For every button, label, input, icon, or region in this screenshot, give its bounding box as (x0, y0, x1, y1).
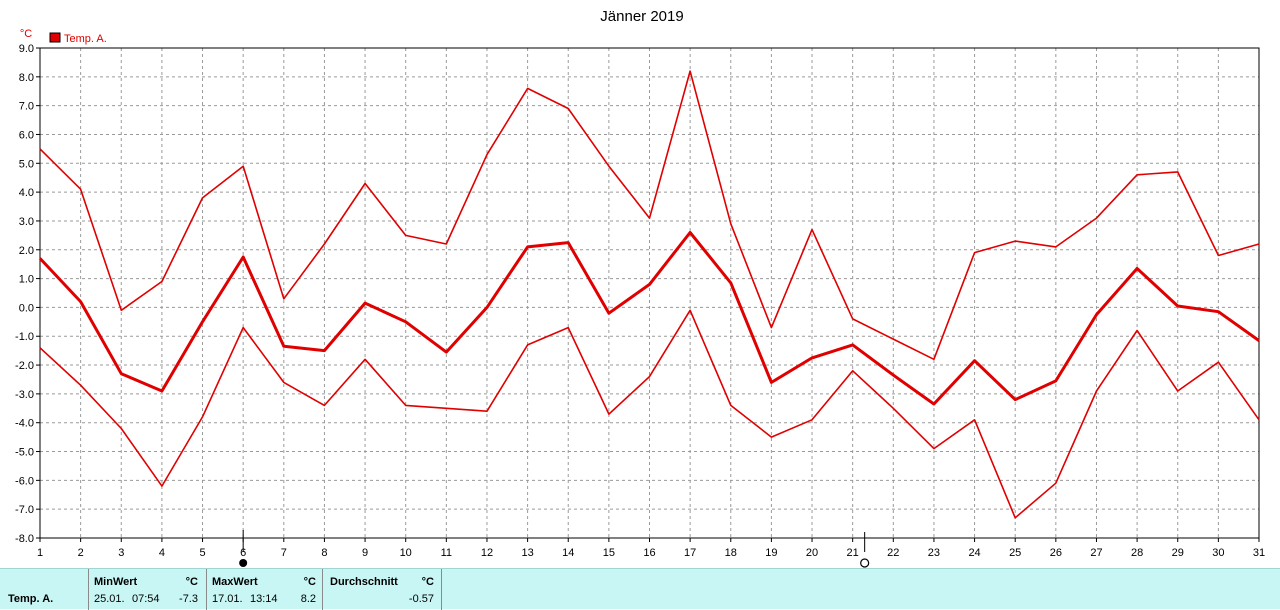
y-tick-label: -7.0 (15, 504, 34, 516)
x-tick-label: 26 (1050, 547, 1062, 559)
y-tick-label: 2.0 (19, 245, 34, 257)
y-axis-unit: °C (20, 28, 32, 40)
x-tick-label: 3 (118, 547, 124, 559)
x-tick-label: 8 (321, 547, 327, 559)
x-tick-label: 11 (441, 547, 452, 559)
stat-max-unit: °C (303, 576, 316, 588)
x-tick-label: 24 (968, 547, 980, 559)
x-tick-label: 14 (562, 547, 574, 559)
y-tick-label: 0.0 (19, 302, 34, 314)
x-tick-label: 16 (643, 547, 655, 559)
legend-swatch (49, 32, 61, 43)
stat-min-value: -7.3 (179, 593, 198, 605)
grid-lines (40, 48, 1259, 538)
statistics-bar: Temp. A. MinWert °C 25.01. 07:54 -7.3 Ma… (0, 568, 1280, 610)
x-tick-label: 2 (78, 547, 84, 559)
stat-avg-header: Durchschnitt (330, 576, 398, 588)
stat-max-header: MaxWert (212, 576, 258, 588)
x-tick-label: 30 (1212, 547, 1224, 559)
stat-max-date: 17.01. (212, 593, 243, 605)
y-tick-label: 7.0 (19, 101, 34, 113)
stat-min-unit: °C (185, 576, 198, 588)
stat-min-time: 07:54 (132, 593, 160, 605)
x-tick-label: 1 (37, 547, 43, 559)
y-tick-label: 8.0 (19, 72, 34, 84)
x-tick-label: 31 (1253, 547, 1265, 559)
stat-min-cell: MinWert °C 25.01. 07:54 -7.3 (89, 569, 207, 610)
x-tick-label: 25 (1009, 547, 1021, 559)
y-tick-label: -6.0 (15, 475, 34, 487)
x-tick-label: 29 (1172, 547, 1184, 559)
x-axis-ticks: 1 2 3 4 5 6 7 8 9 10 11 12 13 14 15 16 17 18 19 20 21 22 23 24 2… (37, 538, 1265, 559)
y-tick-label: 9.0 (19, 43, 34, 55)
y-tick-label: -5.0 (15, 447, 34, 459)
series-line-min (39, 309, 1260, 519)
stat-max-cell: MaxWert °C 17.01. 13:14 8.2 (207, 569, 323, 610)
x-tick-label: 17 (684, 547, 696, 559)
x-tick-label: 15 (603, 547, 615, 559)
series-lines (38, 70, 1260, 519)
x-tick-label: 18 (725, 547, 737, 559)
series-line-max (39, 70, 1260, 361)
stat-max-time: 13:14 (250, 593, 278, 605)
x-tick-label: 28 (1131, 547, 1143, 559)
y-tick-label: 3.0 (19, 216, 34, 228)
y-axis-ticks: -8.0 -7.0 -6.0 -5.0 -4.0 -3.0 -2.0 -1.0 0.0 1.0 2.… (15, 43, 40, 545)
temperature-chart: Jänner 2019 °C Temp. A. -8.0 -7.0 -6.0 -5.0… (15, 8, 1265, 568)
y-tick-label: 6.0 (19, 129, 34, 141)
x-tick-label: 6 (240, 547, 246, 559)
stat-max-value: 8.2 (300, 593, 316, 605)
series-line-mean (38, 231, 1260, 406)
stat-avg-value: -0.57 (408, 593, 434, 605)
x-tick-label: 9 (362, 547, 368, 559)
x-tick-label: 27 (1090, 547, 1102, 559)
x-tick-label: 10 (400, 547, 412, 559)
y-tick-label: -4.0 (15, 418, 34, 430)
x-tick-label: 23 (928, 547, 940, 559)
stat-series-label: Temp. A. (8, 593, 54, 605)
x-tick-label: 7 (281, 547, 287, 559)
stat-min-date: 25.01. (94, 593, 125, 605)
x-tick-label: 22 (887, 547, 899, 559)
stat-avg-cell: Durchschnitt °C -0.57 (323, 569, 442, 610)
x-tick-label: 4 (159, 547, 165, 559)
x-tick-label: 20 (806, 547, 818, 559)
stat-min-header: MinWert (94, 576, 138, 588)
y-tick-label: -3.0 (15, 389, 34, 401)
x-tick-label: 13 (521, 547, 533, 559)
new-moon-icon (860, 558, 870, 568)
y-tick-label: -2.0 (15, 360, 34, 372)
stat-series-cell: Temp. A. (0, 569, 89, 610)
legend-label: Temp. A. (64, 33, 107, 45)
y-tick-label: 1.0 (19, 274, 34, 286)
y-tick-label: -8.0 (15, 533, 34, 545)
y-tick-label: 4.0 (19, 187, 34, 199)
chart-title: Jänner 2019 (600, 8, 683, 25)
x-tick-label: 5 (199, 547, 205, 559)
x-tick-label: 21 (847, 547, 859, 559)
y-tick-label: -1.0 (15, 331, 34, 343)
x-tick-label: 12 (481, 547, 493, 559)
y-tick-label: 5.0 (19, 158, 34, 170)
x-tick-label: 19 (765, 547, 777, 559)
full-moon-icon (239, 559, 248, 567)
moon-phase-markers (239, 530, 870, 568)
stat-avg-unit: °C (421, 576, 434, 588)
